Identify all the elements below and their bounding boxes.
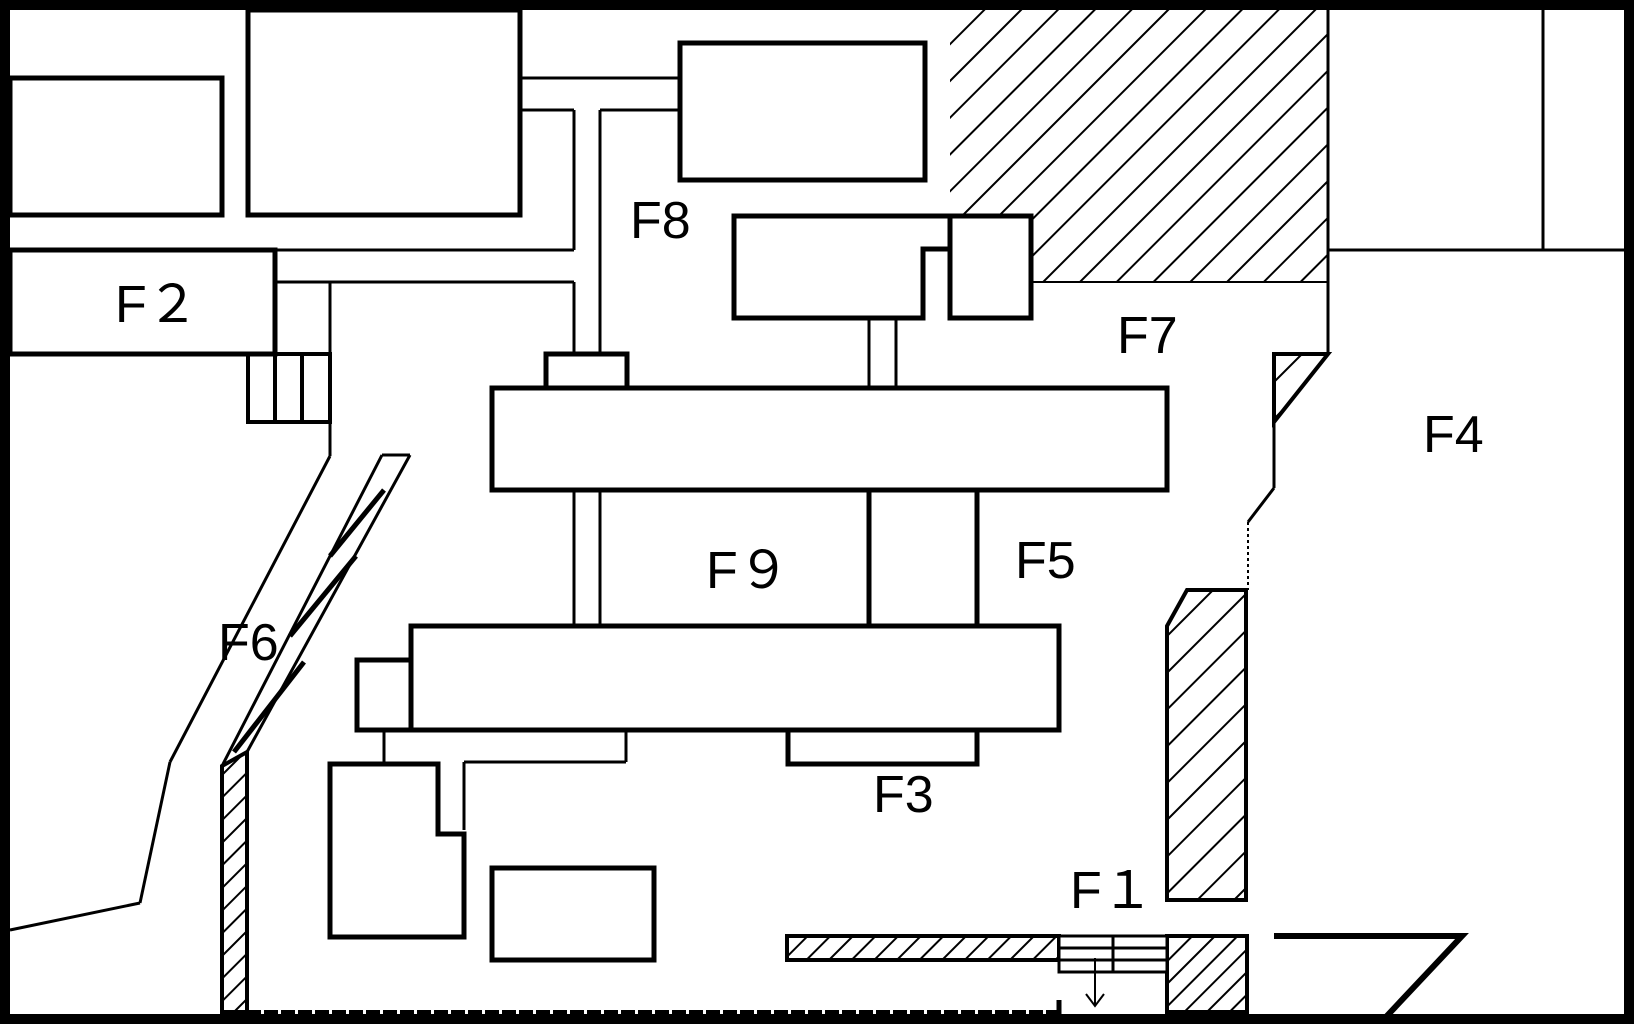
label-f7: F7 — [1117, 307, 1178, 365]
label-f4: F4 — [1423, 406, 1484, 464]
label-f1: F１ — [1070, 862, 1154, 920]
label-f5: F5 — [1015, 532, 1076, 590]
building-f7-small — [947, 213, 1034, 321]
hatched-zone-left-strip — [220, 748, 249, 1014]
entrance-steps-f1 — [1057, 934, 1169, 974]
building-upper-long — [489, 385, 1170, 493]
building-f3-annex — [785, 730, 980, 767]
arrow-down-icon — [1085, 958, 1105, 1008]
label-f3: F3 — [873, 766, 934, 824]
label-f9: F９ — [706, 542, 790, 600]
building-upper-annex — [543, 351, 630, 391]
label-f2: F２ — [115, 276, 199, 334]
building-top-left-large — [245, 7, 523, 218]
label-f8: F8 — [630, 192, 691, 250]
wall-bottom-right — [1274, 933, 1469, 1022]
building-top-left-small — [7, 75, 225, 218]
hatched-zone-right-strip — [1165, 588, 1248, 902]
hatched-zone-bottom-bar — [785, 934, 1061, 962]
label-f6: F6 — [218, 614, 279, 672]
building-lower-annex — [354, 657, 414, 733]
building-bottom-center — [489, 865, 657, 963]
building-bottom-left — [327, 761, 467, 940]
building-f8-top — [677, 40, 928, 183]
hatched-zone-bottom-block — [1165, 934, 1249, 1014]
stairs-f2 — [246, 352, 332, 424]
ramp-f6 — [220, 453, 412, 767]
